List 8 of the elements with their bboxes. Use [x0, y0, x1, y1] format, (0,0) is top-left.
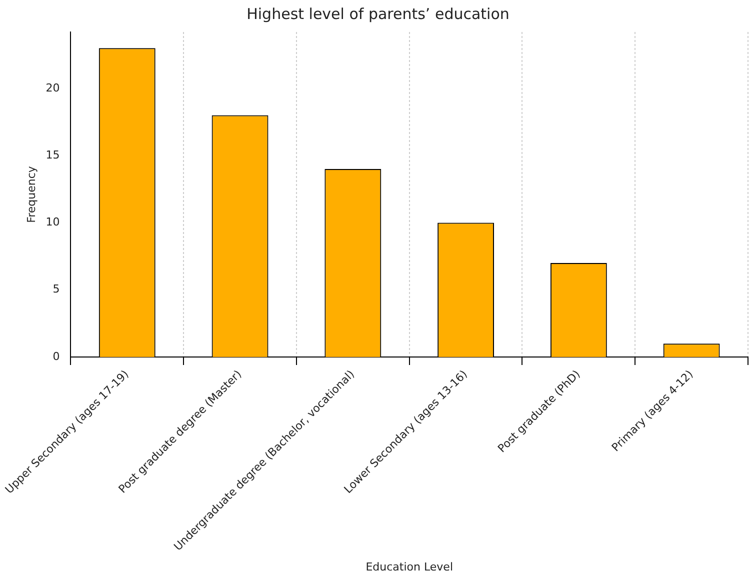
y-axis-title: Frequency [24, 166, 38, 223]
y-tick-label: 0 [52, 350, 60, 363]
y-tick-label: 15 [46, 148, 60, 162]
chart-title: Highest level of parents’ education [246, 4, 510, 23]
y-tick-label: 5 [52, 282, 60, 296]
x-axis-title: Education Level [366, 560, 453, 574]
y-tick-label: 10 [46, 216, 60, 229]
y-tick-label: 20 [46, 81, 60, 94]
